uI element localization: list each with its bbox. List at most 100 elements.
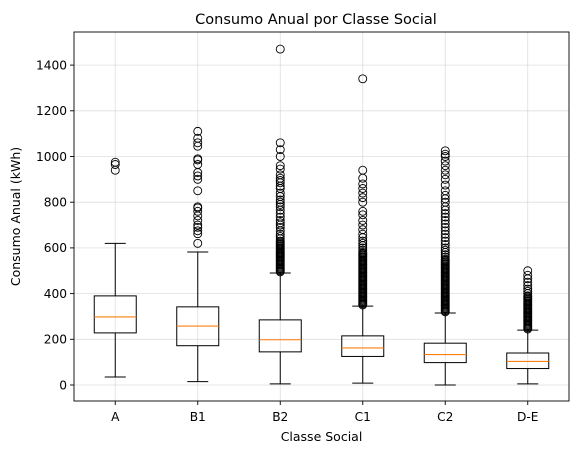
iqr-box (93, 295, 137, 334)
outlier-point (358, 179, 368, 189)
y-tick-label: 200 (44, 333, 67, 347)
box-group-a (93, 157, 137, 378)
outlier-point (275, 195, 285, 205)
box-group-c1 (341, 74, 385, 384)
outlier-point (358, 206, 368, 216)
outlier-point (110, 160, 120, 169)
outlier-point (440, 149, 450, 159)
outlier-point (110, 157, 120, 167)
outlier-point (358, 165, 368, 175)
iqr-box (341, 335, 385, 357)
outlier-point (358, 229, 368, 239)
outlier-point (358, 220, 368, 230)
outlier-point (440, 165, 450, 175)
outlier-point (358, 74, 368, 84)
outlier-point (523, 286, 533, 296)
outlier-point (193, 220, 203, 230)
outlier-point (275, 197, 285, 207)
outlier-point (440, 180, 450, 190)
y-tick-label: 0 (59, 378, 67, 392)
box-group-c2 (423, 146, 467, 386)
y-axis: 0 200 400 600 800 1000 1200 1400 (36, 58, 74, 392)
outlier-point (193, 126, 203, 136)
outlier-point (193, 216, 203, 225)
box-plot-marks (93, 44, 550, 386)
x-tick-label: D-E (517, 410, 538, 424)
outlier-point (440, 222, 450, 232)
outlier-point (440, 219, 450, 229)
outlier-point (440, 161, 450, 171)
outlier-point (193, 138, 203, 148)
outlier-point (440, 254, 450, 264)
chart-title: Consumo Anual por Classe Social (195, 12, 437, 28)
iqr-box (506, 352, 550, 370)
outlier-point (440, 190, 450, 200)
outlier-point (193, 160, 203, 169)
outlier-point (275, 164, 285, 174)
outlier-point (440, 236, 450, 246)
outlier-point (193, 171, 203, 181)
outlier-point (358, 238, 368, 248)
x-axis: A B1 B2 C1 C2 D-E (111, 401, 538, 424)
outlier-point (358, 245, 368, 255)
outlier-point (440, 233, 450, 243)
outlier-point (440, 212, 450, 222)
x-tick-label: C1 (355, 410, 371, 424)
outlier-point (275, 212, 285, 222)
outlier-point (523, 281, 533, 291)
outlier-point (275, 218, 285, 228)
outlier-point (440, 209, 450, 219)
y-tick-label: 400 (44, 287, 67, 301)
outlier-point (275, 229, 285, 239)
outlier-point (440, 250, 450, 260)
y-tick-label: 800 (44, 196, 67, 210)
box-group-d-e (506, 266, 550, 385)
outlier-point (275, 202, 285, 212)
x-tick-label: B1 (190, 410, 206, 424)
outlier-point (440, 174, 450, 184)
y-axis-label: Consumo Anual (kWh) (8, 147, 23, 286)
outlier-point (358, 197, 368, 207)
y-tick-label: 1400 (36, 58, 67, 72)
outlier-point (193, 133, 203, 143)
outlier-point (358, 236, 368, 246)
outlier-point (193, 226, 203, 236)
box-group-b1 (176, 126, 220, 383)
outlier-point (193, 202, 203, 212)
outlier-point (193, 222, 203, 232)
outlier-point (193, 206, 203, 216)
outlier-point (440, 226, 450, 236)
outlier-point (193, 174, 203, 184)
x-tick-label: C2 (437, 410, 453, 424)
outlier-point (523, 277, 533, 287)
outlier-point (275, 216, 285, 225)
outlier-point (440, 146, 450, 156)
outlier-point (523, 284, 533, 294)
outlier-point (193, 238, 203, 248)
outlier-point (193, 154, 203, 164)
outlier-point (440, 240, 450, 249)
outlier-point (275, 236, 285, 246)
outlier-point (275, 188, 285, 198)
y-tick-label: 1200 (36, 104, 67, 118)
outlier-point (358, 248, 368, 257)
outlier-point (275, 44, 285, 54)
outlier-point (440, 156, 450, 166)
outlier-point (275, 232, 285, 241)
outlier-point (275, 152, 285, 161)
x-tick-label: B2 (272, 410, 288, 424)
outlier-point (193, 229, 203, 239)
outlier-point (440, 197, 450, 207)
x-axis-label: Classe Social (281, 429, 363, 444)
outlier-point (275, 209, 285, 219)
outlier-point (358, 184, 368, 193)
outlier-point (440, 186, 450, 196)
iqr-box (423, 342, 467, 364)
outlier-point (275, 173, 285, 183)
y-tick-label: 1000 (36, 150, 67, 164)
outlier-point (440, 245, 450, 255)
y-tick-label: 600 (44, 241, 67, 255)
x-tick-label: A (111, 410, 120, 424)
